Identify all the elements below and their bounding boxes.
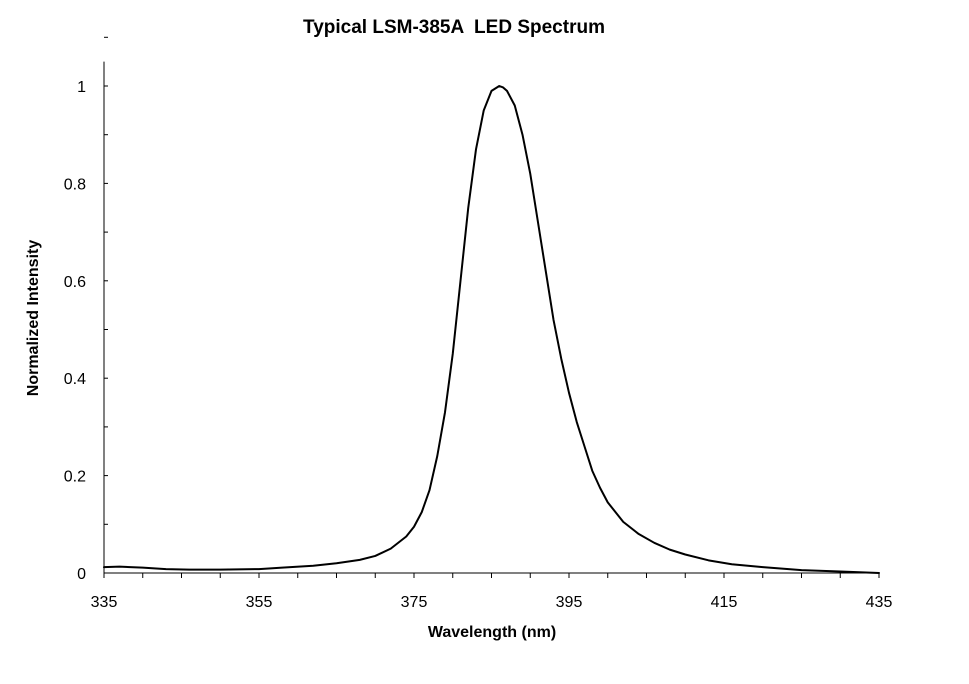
y-tick-label: 0.4 <box>64 371 86 388</box>
x-tick-label: 355 <box>246 594 273 611</box>
y-tick-label: 0.2 <box>64 469 86 486</box>
ticks <box>103 36 880 578</box>
tick-labels: 335 355 375 395 415 435 0 0.2 0.4 0.6 0.8 1 <box>64 79 893 611</box>
axes <box>103 61 879 574</box>
chart-title: Typical LSM-385A LED Spectrum <box>303 17 605 38</box>
x-tick-label: 435 <box>866 594 893 611</box>
y-tick-label: 0.6 <box>64 274 86 291</box>
x-tick-label: 335 <box>91 594 118 611</box>
y-tick-label: 0.8 <box>64 176 86 193</box>
y-axis-label: Normalized Intensity <box>25 240 42 397</box>
y-tick-label: 0 <box>77 566 86 583</box>
x-tick-label: 395 <box>556 594 583 611</box>
series-group <box>103 85 880 574</box>
x-tick-label: 415 <box>711 594 738 611</box>
x-axis-label: Wavelength (nm) <box>428 624 556 641</box>
series-line <box>103 85 880 574</box>
x-tick-label: 375 <box>401 594 428 611</box>
y-tick-label: 1 <box>77 79 86 96</box>
